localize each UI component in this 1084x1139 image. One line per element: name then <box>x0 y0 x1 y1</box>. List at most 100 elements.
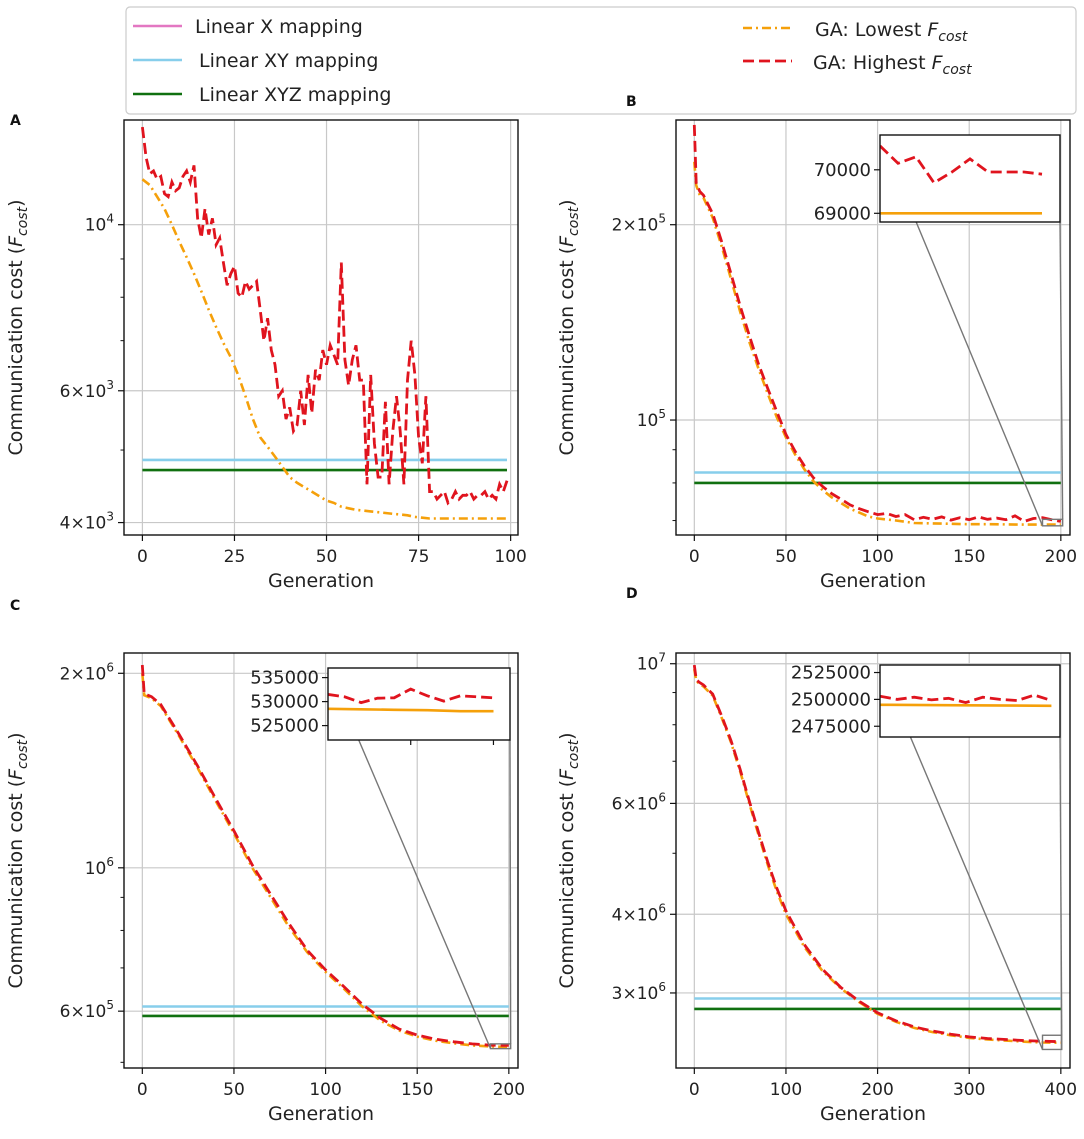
y-tick-label: 3×106 <box>612 980 666 1004</box>
x-tick-label: 100 <box>770 1080 802 1100</box>
inset-y-tick-label: 70000 <box>814 160 871 181</box>
inset-background <box>880 665 1060 737</box>
y-tick-label: 106 <box>85 855 114 879</box>
panel-letter: A <box>10 113 21 129</box>
x-tick-label: 300 <box>953 1080 985 1100</box>
inset-frame <box>879 134 1061 223</box>
x-tick-label: 0 <box>137 1080 148 1100</box>
inset-y-tick-label: 2500000 <box>791 689 871 710</box>
panel-c: C 0 50 100 150 200 6×105 106 2×106 Generation Comm… <box>5 598 525 1125</box>
x-tick-label: 150 <box>953 547 985 567</box>
legend-label-ga-lowest: GA: Lowest Fcost <box>815 19 968 45</box>
series-line-ga-lowest <box>141 178 507 520</box>
y-tick-label: 6×105 <box>60 998 114 1022</box>
zoom-box <box>489 1043 512 1050</box>
zoom-box <box>1041 1034 1063 1051</box>
panel-a: A 0 25 50 75 100 4×103 6×103 104 Generation Commun… <box>5 113 527 592</box>
inset-line-ga-highest <box>880 144 1043 185</box>
x-tick-label: 25 <box>224 547 246 567</box>
inset-line-ga-lowest <box>880 703 1052 708</box>
x-tick-label: 0 <box>689 547 700 567</box>
x-tick-label: 200 <box>861 1080 893 1100</box>
x-tick-label: 75 <box>408 547 430 567</box>
x-axis-label: Generation <box>820 1103 926 1125</box>
inset-frame <box>327 667 511 741</box>
y-axis-label: Communication cost (Fcost) <box>556 199 582 455</box>
panel-d: D 0 100 200 300 400 3×106 4×106 6×106 107 Generati… <box>556 586 1077 1125</box>
y-tick-label: 4×106 <box>612 901 666 925</box>
series-line-ga-highest <box>692 124 1062 523</box>
series-group <box>140 664 509 1049</box>
inset-series-group <box>880 693 1052 708</box>
y-tick-label: 105 <box>637 407 666 431</box>
y-tick-label: 107 <box>637 651 666 675</box>
zoom-connector <box>1059 221 1064 520</box>
y-tick-label: 6×103 <box>60 378 114 402</box>
axes-frame <box>675 652 1071 1069</box>
legend-label-linear-xy: Linear XY mapping <box>199 50 378 72</box>
inset-y-tick-label: 2525000 <box>791 663 871 684</box>
x-axis-label: Generation <box>268 570 374 592</box>
panel-b: B 0 50 100 150 200 105 2×105 Generation Communica… <box>556 94 1077 592</box>
series-line-ga-highest <box>140 664 509 1047</box>
inset-axes: 2475000 2500000 2525000 <box>791 663 1061 738</box>
inset-y-tick-label: 2475000 <box>791 716 871 737</box>
legend-label-linear-x: Linear X mapping <box>195 16 363 38</box>
inset-line-ga-lowest <box>328 707 494 713</box>
inset-y-tick-label: 525000 <box>250 716 319 737</box>
panel-letter: B <box>626 94 637 110</box>
inset-frame <box>879 664 1061 738</box>
y-tick-label: 4×103 <box>60 510 114 534</box>
series-group <box>692 664 1061 1045</box>
series-group <box>141 126 509 520</box>
legend-label-ga-highest: GA: Highest Fcost <box>813 52 972 78</box>
series-group <box>692 124 1062 526</box>
inset-axes: 525000 530000 535000 <box>250 667 511 745</box>
y-axis-label: Communication cost (Fcost) <box>5 199 31 455</box>
x-tick-label: 50 <box>775 547 797 567</box>
axes-frame <box>123 652 519 1069</box>
inset-series-group <box>880 144 1043 215</box>
inset-line-ga-highest <box>880 693 1052 705</box>
x-tick-label: 100 <box>494 547 526 567</box>
y-axis-label: Communication cost (Fcost) <box>5 732 31 988</box>
zoom-box <box>1041 518 1064 527</box>
zoom-connector <box>1059 736 1063 1036</box>
inset-background <box>880 135 1060 222</box>
inset-background <box>328 668 510 740</box>
y-axis-label: Communication cost (Fcost) <box>556 732 582 988</box>
x-tick-label: 100 <box>861 547 893 567</box>
series-line-ga-highest <box>692 664 1061 1044</box>
x-tick-label: 200 <box>1045 547 1077 567</box>
axes-frame <box>123 119 519 536</box>
x-axis-label: Generation <box>268 1103 374 1125</box>
x-tick-label: 50 <box>316 547 338 567</box>
x-tick-label: 0 <box>689 1080 700 1100</box>
x-tick-label: 0 <box>137 547 148 567</box>
x-tick-label: 100 <box>309 1080 341 1100</box>
y-tick-label: 2×105 <box>612 212 666 236</box>
legend-label-linear-xyz: Linear XYZ mapping <box>199 84 391 106</box>
x-tick-label: 400 <box>1045 1080 1077 1100</box>
axes-frame <box>675 119 1071 536</box>
inset-y-tick-label: 69000 <box>814 203 871 224</box>
y-tick-label: 104 <box>85 212 114 236</box>
x-tick-label: 200 <box>493 1080 525 1100</box>
y-tick-label: 6×106 <box>612 790 666 814</box>
inset-y-tick-label: 535000 <box>250 668 319 689</box>
panel-letter: C <box>10 598 20 614</box>
inset-y-tick-label: 530000 <box>250 692 319 713</box>
inset-line-ga-highest <box>328 687 494 705</box>
x-tick-label: 150 <box>401 1080 433 1100</box>
zoom-connector <box>509 739 512 1044</box>
legend-frame <box>125 6 1077 115</box>
x-tick-label: 50 <box>223 1080 245 1100</box>
inset-series-group <box>328 687 494 713</box>
y-tick-label: 2×106 <box>60 660 114 684</box>
legend: Linear X mapping Linear XY mapping Linea… <box>125 6 1077 115</box>
x-axis-label: Generation <box>820 570 926 592</box>
series-line-ga-highest <box>141 126 509 506</box>
inset-axes: 69000 70000 <box>814 134 1061 224</box>
panel-letter: D <box>626 586 638 602</box>
